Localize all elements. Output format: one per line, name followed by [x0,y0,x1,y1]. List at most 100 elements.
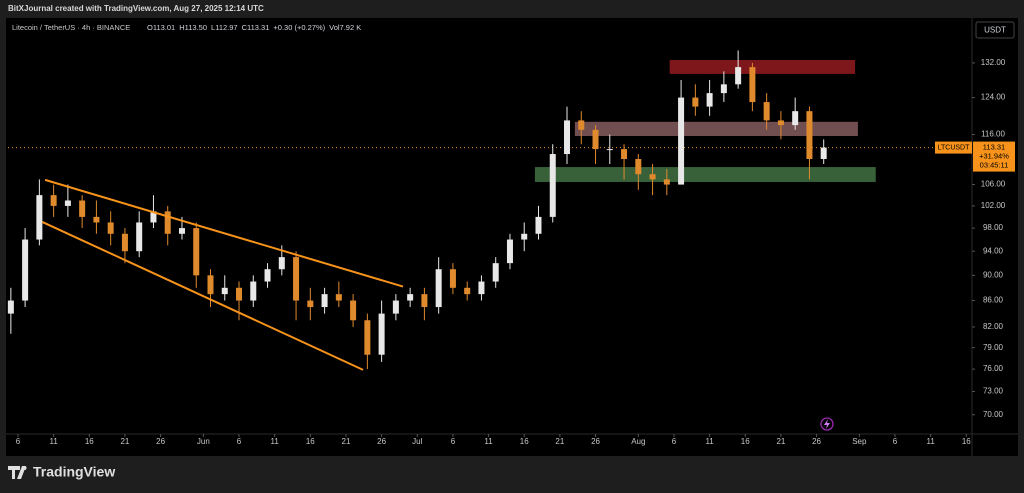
candle-body [64,200,71,206]
candle-body [806,111,813,160]
x-tick-label: 6 [893,437,898,446]
currency-button[interactable] [975,21,1015,39]
candle-body [22,239,29,301]
candle-body [820,147,827,160]
candle-body [221,287,228,295]
zone [574,121,858,137]
y-tick-label: 90.00 [983,270,1004,279]
candle-body [749,67,756,103]
y-tick-label: 76.00 [983,364,1004,373]
price-tag-change: +31.94% [979,152,1009,161]
legend-value: +0.30 (+0.27%) [273,23,325,32]
candle-body [692,97,699,107]
x-tick-label: Jun [197,437,210,446]
candle-body [93,216,100,223]
candle-body [521,233,528,240]
candle-body [592,129,599,150]
alert-icon[interactable] [820,417,834,431]
candle-body [136,222,143,252]
x-tick-label: 11 [705,437,714,446]
candle-body [763,102,770,121]
legend-value: C113.31 [242,23,270,32]
candle-body [506,239,513,264]
legend-value: O113.01 [147,23,175,32]
x-tick-label: 21 [342,437,351,446]
candle-body [535,216,542,234]
candle-body [193,228,200,276]
x-tick-label: Aug [631,437,645,446]
candle-body [178,228,185,234]
currency-label[interactable]: USDT [984,26,1006,35]
alert-bolt [824,419,830,429]
y-tick-label: 132.00 [981,58,1006,67]
candle-body [578,120,585,130]
y-tick-label: 106.00 [981,180,1006,189]
brand-logo [8,466,27,479]
candle-body [164,211,171,234]
y-tick-label: 116.00 [981,130,1005,139]
brand-dot [22,466,27,470]
x-tick-label: 26 [591,437,600,446]
candle-body [435,269,442,308]
candle-body [150,211,157,223]
x-tick-label: 16 [962,437,971,446]
x-tick-label: 26 [156,437,165,446]
x-tick-label: 21 [555,437,564,446]
x-tick-label: 11 [926,437,935,446]
x-tick-label: 16 [520,437,529,446]
candle-body [492,263,499,282]
brand-name: TradingView [33,464,115,480]
price-tag [973,141,1015,172]
zone [669,59,856,74]
candle-body [621,149,628,160]
x-tick-label: 11 [49,437,58,446]
candle-body [464,287,471,295]
candle-body [350,300,357,321]
candle-body [278,257,285,270]
y-tick-label: 79.00 [983,343,1004,352]
x-tick-label: 6 [237,437,242,446]
legend-value: Vol7.92 K [329,23,361,32]
x-tick-label: 16 [85,437,94,446]
candle-body [792,111,799,126]
price-tag-value: 113.31 [983,143,1005,152]
candle-body [777,120,784,126]
candle-body [79,200,86,217]
candle-body [236,287,243,301]
y-tick-label: 94.00 [983,246,1004,255]
trendline [41,221,364,371]
candle-body [293,257,300,301]
candle-body [421,294,428,308]
candle-body [407,294,414,301]
x-tick-label: 11 [271,437,280,446]
header: BitXJournal created with TradingView.com… [8,4,264,13]
x-tick-label: 26 [377,437,386,446]
candle-body [335,294,342,301]
x-tick-label: 21 [120,437,129,446]
candle-body [649,174,656,180]
candle-body [250,281,257,301]
y-tick-label: 73.00 [983,387,1004,396]
candle-body [564,120,571,155]
ticker-label: LTCUSDT [938,144,970,151]
candle-body [735,67,742,85]
candle-body [107,222,114,234]
brand-mark [8,466,26,479]
candle-body [307,300,314,308]
candle-body [720,84,727,94]
x-tick-label: 16 [306,437,315,446]
candle-body [706,93,713,107]
ohlc-legend: O113.01 H113.50 L112.97 C113.31 +0.30 (+0.27… [147,23,361,32]
y-tick-label: 98.00 [983,223,1004,232]
candle-body [378,313,385,355]
price-tag-countdown: 03:45:11 [980,161,1009,170]
x-tick-label: 26 [812,437,821,446]
candle-body [364,320,371,355]
candle-body [121,233,128,252]
y-tick-label: 82.00 [983,322,1004,331]
x-tick-label: Jul [412,437,422,446]
x-tick-label: Sep [852,437,867,446]
ticker-tag [935,141,972,154]
